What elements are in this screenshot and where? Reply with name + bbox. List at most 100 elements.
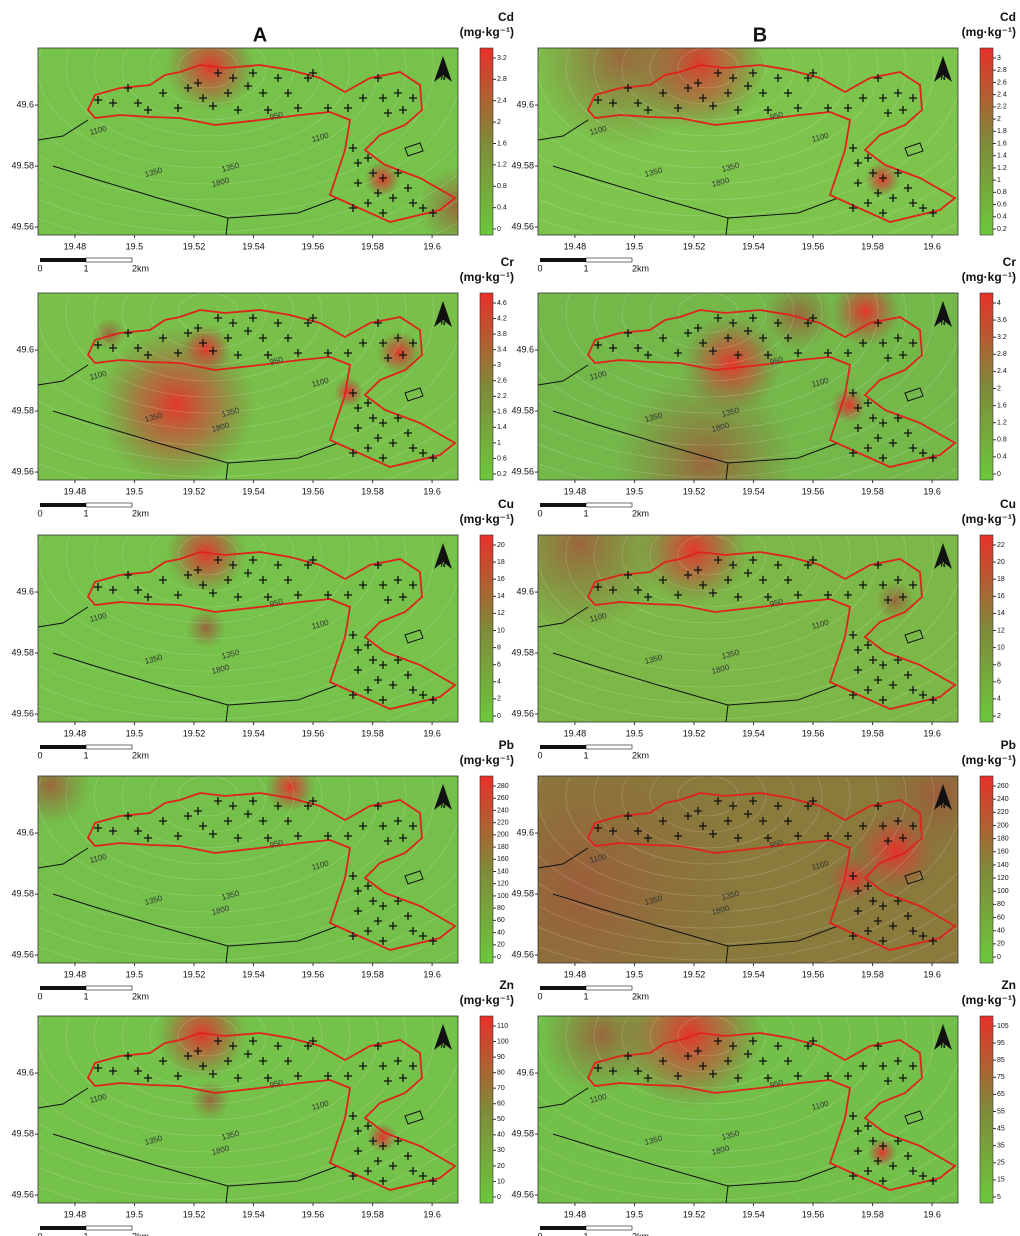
sample-point (354, 179, 362, 187)
sample-point (874, 917, 882, 925)
sample-point (774, 802, 782, 810)
column-label: B (753, 24, 767, 46)
x-tick-label: 19.48 (564, 241, 587, 251)
sample-point (794, 349, 802, 357)
sample-point (184, 329, 192, 337)
sample-point (364, 927, 372, 935)
sample-point (249, 1037, 257, 1045)
sample-point (364, 686, 372, 694)
sample-point (809, 797, 817, 805)
sample-point (894, 576, 902, 584)
scale-label: 0 (37, 750, 42, 760)
sample-point (594, 583, 602, 591)
sample-point (199, 339, 207, 347)
colorbar-tick-label: 180 (997, 835, 1009, 842)
sample-point (394, 334, 402, 342)
scale-bar-white (85, 1225, 133, 1231)
x-tick-label: 19.6 (923, 241, 941, 251)
scale-label: 1 (83, 263, 88, 273)
sample-point (349, 389, 357, 397)
colorbar-tick-label: 200 (997, 822, 1009, 829)
boundary-line (538, 606, 589, 628)
sample-point (144, 1074, 152, 1082)
x-tick-label: 19.56 (302, 486, 325, 496)
sample-point (844, 591, 852, 599)
colorbar-tick-label: 2.2 (497, 393, 507, 400)
sample-point (624, 84, 632, 92)
sample-point (249, 556, 257, 564)
sample-point (854, 666, 862, 674)
colorbar-tick-label: 2.2 (997, 104, 1007, 111)
sample-point (744, 569, 752, 577)
sample-point (349, 204, 357, 212)
sample-point (609, 99, 617, 107)
sample-point (374, 917, 382, 925)
boundary-line (38, 847, 89, 869)
sample-point (419, 204, 427, 212)
sample-point (874, 1157, 882, 1165)
sample-point (359, 822, 367, 830)
boundary-line (552, 893, 729, 963)
sample-point (759, 334, 767, 342)
sample-point (379, 419, 387, 427)
colorbar-tick-label: 240 (497, 807, 509, 814)
sample-point (684, 329, 692, 337)
sample-point (374, 561, 382, 569)
x-tick-label: 19.54 (242, 241, 265, 251)
x-tick-label: 19.56 (802, 728, 825, 738)
colorbar-tick-label: 100 (497, 1038, 509, 1045)
hotspot (93, 318, 126, 351)
sample-point (894, 1137, 902, 1145)
sample-point (379, 1177, 387, 1185)
hotspot (763, 293, 834, 351)
north-label: N (440, 562, 445, 569)
colorbar-tick-label: 160 (497, 856, 509, 863)
sample-point (904, 671, 912, 679)
colorbar-tick-label: 12 (997, 627, 1005, 634)
contour-label: 950 (769, 110, 785, 122)
colorbar-tick-label: 1.6 (997, 140, 1007, 147)
colorbar-tick-label: 1 (997, 177, 1001, 184)
colorbar-tick-label: 10 (997, 644, 1005, 651)
north-arrow (434, 784, 452, 810)
sample-point (199, 822, 207, 830)
isoline (649, 776, 767, 833)
colorbar-tick-label: 14 (997, 610, 1005, 617)
sample-point (764, 351, 772, 359)
colorbar-tick-label: 2 (997, 116, 1001, 123)
hotspot (156, 1016, 247, 1080)
sample-point (199, 581, 207, 589)
contour-label: 1100 (811, 131, 830, 144)
sample-point (729, 561, 737, 569)
isoline (538, 1061, 958, 1185)
x-tick-label: 19.48 (64, 969, 87, 979)
sample-point (849, 691, 857, 699)
sample-point (389, 922, 397, 930)
colorbar-tick-label: 2 (497, 696, 501, 703)
sample-point (359, 94, 367, 102)
isoline (93, 293, 323, 382)
sample-point (889, 439, 897, 447)
colorbar-tick-label: 160 (997, 849, 1009, 856)
sample-point (899, 351, 907, 359)
sample-point (429, 696, 437, 704)
sample-point (264, 351, 272, 359)
x-tick-label: 19.6 (423, 728, 441, 738)
sample-point (394, 169, 402, 177)
hotspot (616, 371, 796, 480)
colorbar-tick-label: 40 (497, 1132, 505, 1139)
sample-point (894, 656, 902, 664)
sample-point (894, 89, 902, 97)
colorbar-tick-label: 0 (497, 713, 501, 720)
sample-point (324, 349, 332, 357)
sample-point (784, 89, 792, 97)
x-tick-label: 19.54 (242, 728, 265, 738)
sample-point (209, 347, 217, 355)
map-frame (37, 534, 459, 723)
isoline (538, 1016, 935, 1169)
y-tick-label: 49.56 (11, 708, 34, 718)
